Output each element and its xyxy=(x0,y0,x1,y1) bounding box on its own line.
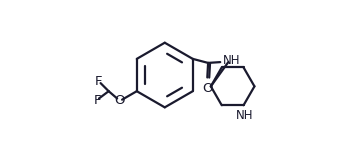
Text: F: F xyxy=(94,94,101,107)
Text: O: O xyxy=(202,82,212,95)
Text: NH: NH xyxy=(223,54,240,67)
Text: O: O xyxy=(115,94,125,107)
Text: F: F xyxy=(95,75,103,88)
Text: NH: NH xyxy=(236,109,253,122)
